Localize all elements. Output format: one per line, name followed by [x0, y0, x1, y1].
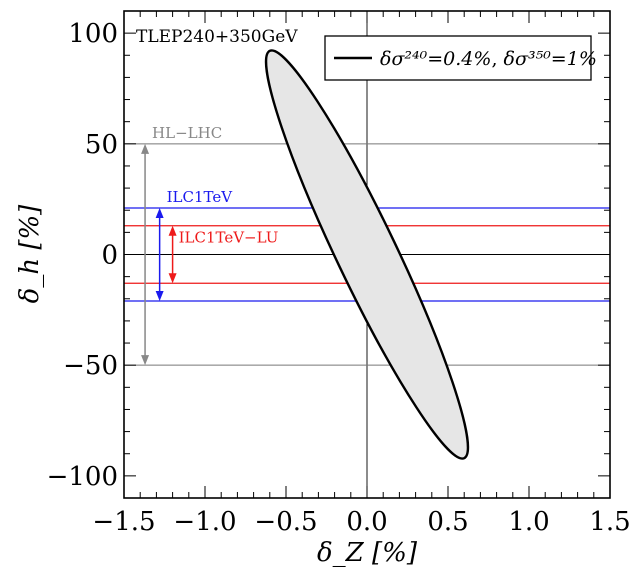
band-arrows: HL−LHC ILC1TeV ILC1TeV−LU: [141, 124, 279, 366]
legend-separator: ,: [491, 48, 503, 70]
y-tick-label: 50: [85, 130, 118, 160]
corner-label: TLEP240+350GeV: [136, 27, 298, 47]
x-tick-labels: −1.5 −1.0 −0.5 0.0 0.5 1.0 1.5: [92, 507, 630, 537]
legend-sigma-240: δσ²⁴⁰=0.4%: [380, 48, 491, 70]
x-tick-label: 1.0: [508, 507, 549, 537]
x-axis-title: δ_Z [%]: [317, 538, 418, 568]
band-0-arrow-head-top: [141, 143, 150, 154]
x-tick-label: −0.5: [254, 507, 317, 537]
ellipse-layer: [264, 49, 470, 460]
legend-label: δσ²⁴⁰=0.4%, δσ³⁵⁰=1%: [380, 48, 597, 70]
x-tick-label: −1.5: [92, 507, 155, 537]
band-2-arrow-head-bottom: [168, 273, 177, 284]
y-tick-label: 0: [101, 241, 118, 271]
band-1-arrow-head-bottom: [155, 290, 164, 301]
y-tick-label: −100: [47, 462, 118, 492]
x-tick-label: −1.0: [173, 507, 236, 537]
band-2-arrow-head-top: [168, 225, 177, 236]
x-tick-label: 0.0: [346, 507, 387, 537]
y-tick-label: −50: [63, 351, 118, 381]
band-1-label: ILC1TeV: [167, 188, 234, 206]
band-2-label: ILC1TeV−LU: [179, 229, 279, 247]
ticks: [123, 10, 611, 499]
x-tick-label: 0.5: [427, 507, 468, 537]
y-axis-title: δ_h [%]: [15, 204, 45, 304]
y-tick-label: 100: [68, 19, 118, 49]
legend-sigma-350: δσ³⁵⁰=1%: [504, 48, 597, 70]
band-0-label: HL−LHC: [152, 124, 222, 142]
y-tick-labels: 100 50 0 −50 −100: [47, 19, 118, 492]
x-tick-label: 1.5: [589, 507, 630, 537]
band-0-arrow-head-bottom: [141, 355, 150, 366]
legend: δσ²⁴⁰=0.4%, δσ³⁵⁰=1%: [324, 35, 597, 81]
confidence-ellipse: [264, 49, 470, 460]
band-1-arrow-head-top: [155, 208, 164, 219]
